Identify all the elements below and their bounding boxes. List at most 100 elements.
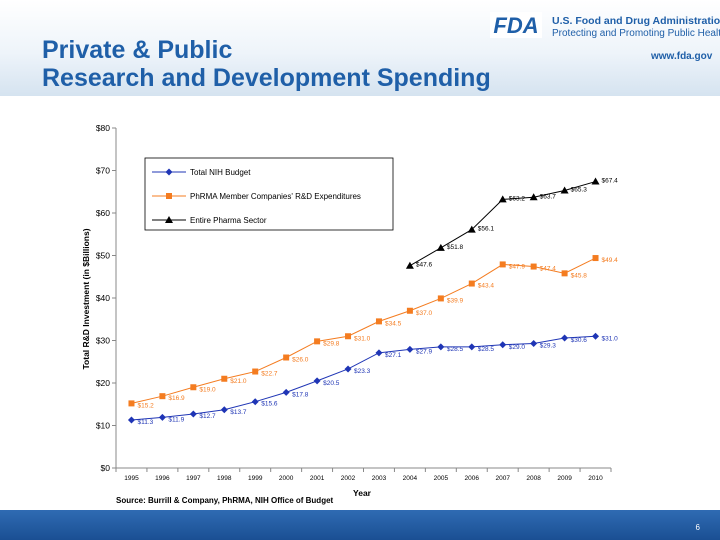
chart-axes: $0 $10 $20 $30 $40 $50 $60 $70 $80 1995 1996 1997 19… bbox=[96, 123, 612, 482]
data-point bbox=[591, 177, 600, 185]
y-tick-label: $80 bbox=[96, 123, 110, 133]
agency-url[interactable]: www.fda.gov bbox=[651, 51, 713, 62]
series-line bbox=[131, 335, 596, 421]
y-tick-label: $30 bbox=[96, 336, 110, 346]
legend-marker bbox=[165, 168, 173, 176]
source-note: Source: Burrill & Company, PhRMA, NIH Of… bbox=[116, 496, 334, 505]
series-group: $15.2 $16.9 $19.0 $21.0 $22.7 $26.0 $29.8 $31.0… bbox=[128, 255, 618, 409]
y-tick-label: $40 bbox=[96, 293, 110, 303]
data-point bbox=[437, 343, 445, 351]
data-label: $15.2 bbox=[137, 402, 154, 409]
data-point bbox=[190, 384, 197, 391]
x-tick-label: 2009 bbox=[557, 475, 572, 482]
data-point bbox=[375, 349, 383, 357]
fda-logo-text: FDA bbox=[493, 13, 538, 38]
x-tick-label: 2008 bbox=[526, 475, 541, 482]
x-tick-label: 2002 bbox=[341, 475, 356, 482]
y-tick-label: $60 bbox=[96, 208, 110, 218]
chart-series: $11.3 $11.9 $12.7 $13.7 $15.6 $17.8 $20.5 $23.3… bbox=[127, 177, 619, 426]
y-tick-label: $20 bbox=[96, 378, 110, 388]
series-line bbox=[131, 257, 596, 404]
slide-title: Private & Public Research and Developmen… bbox=[42, 36, 491, 92]
data-point bbox=[592, 255, 599, 262]
header-band bbox=[0, 0, 720, 96]
data-point bbox=[406, 307, 413, 314]
page-number: 6 bbox=[695, 523, 700, 532]
data-point bbox=[158, 413, 166, 421]
x-tick-label: 2005 bbox=[434, 475, 449, 482]
data-label: $37.0 bbox=[416, 310, 433, 317]
data-label: $29.0 bbox=[509, 344, 526, 351]
data-point bbox=[468, 343, 476, 351]
data-label: $47.4 bbox=[540, 266, 557, 273]
footer-band: 6 bbox=[0, 510, 720, 540]
y-axis-label: Total R&D Investment (in $Billions) bbox=[81, 228, 91, 369]
title-line-1: Private & Public bbox=[42, 36, 233, 64]
data-label: $28.5 bbox=[478, 346, 495, 353]
data-label: $63.7 bbox=[540, 193, 557, 200]
data-point bbox=[314, 338, 321, 345]
data-point bbox=[436, 243, 445, 251]
data-label: $16.9 bbox=[168, 395, 185, 402]
legend-label: PhRMA Member Companies' R&D Expenditures bbox=[190, 192, 361, 201]
data-label: $43.4 bbox=[478, 283, 495, 290]
data-label: $45.8 bbox=[571, 272, 588, 279]
x-tick-label: 1998 bbox=[217, 475, 232, 482]
x-tick-label: 1999 bbox=[248, 475, 263, 482]
data-label: $29.3 bbox=[540, 342, 557, 349]
data-label: $29.8 bbox=[323, 340, 340, 347]
data-label: $19.0 bbox=[199, 386, 216, 393]
x-tick-label: 2007 bbox=[495, 475, 510, 482]
data-label: $21.0 bbox=[230, 378, 247, 385]
data-point bbox=[499, 261, 506, 268]
series-group: $47.6 $51.8 $56.1 $63.2 $63.7 $65.3 $67.4 bbox=[405, 177, 619, 269]
data-point bbox=[159, 393, 166, 400]
agency-branding: FDA U.S. Food and Drug Administration Pr… bbox=[490, 10, 720, 70]
x-tick-label: 2010 bbox=[588, 475, 603, 482]
data-point bbox=[221, 375, 228, 382]
data-point bbox=[499, 341, 507, 349]
data-point bbox=[529, 193, 538, 201]
data-point bbox=[437, 295, 444, 302]
y-tick-label: $70 bbox=[96, 166, 110, 176]
x-tick-label: 2000 bbox=[279, 475, 294, 482]
data-label: $65.3 bbox=[571, 186, 588, 193]
data-point bbox=[560, 186, 569, 194]
x-tick-label: 2001 bbox=[310, 475, 325, 482]
data-point bbox=[561, 334, 569, 342]
data-point bbox=[498, 195, 507, 203]
fda-logo: FDA bbox=[490, 12, 542, 38]
legend-marker bbox=[165, 216, 173, 223]
data-label: $34.5 bbox=[385, 320, 402, 327]
x-tick-label: 1995 bbox=[124, 475, 139, 482]
data-point bbox=[406, 345, 414, 353]
data-label: $31.0 bbox=[602, 335, 619, 342]
data-label: $17.8 bbox=[292, 391, 309, 398]
agency-name: U.S. Food and Drug Administration bbox=[552, 15, 720, 27]
data-label: $28.5 bbox=[447, 346, 464, 353]
data-point bbox=[252, 368, 259, 375]
data-label: $47.6 bbox=[416, 262, 433, 269]
data-label: $11.9 bbox=[168, 416, 184, 423]
data-label: $23.3 bbox=[354, 368, 371, 375]
data-label: $63.2 bbox=[509, 195, 526, 202]
legend-label: Total NIH Budget bbox=[190, 168, 251, 177]
y-tick-label: $50 bbox=[96, 251, 110, 261]
data-label: $20.5 bbox=[323, 380, 340, 387]
data-label: $27.1 bbox=[385, 352, 402, 359]
data-point bbox=[127, 416, 135, 424]
data-label: $39.9 bbox=[447, 297, 464, 304]
data-point bbox=[405, 261, 414, 269]
data-label: $12.7 bbox=[199, 413, 216, 420]
series-group: $11.3 $11.9 $12.7 $13.7 $15.6 $17.8 $20.5 $23.3… bbox=[127, 332, 619, 426]
x-axis-label: Year bbox=[353, 488, 372, 498]
x-tick-label: 1997 bbox=[186, 475, 201, 482]
data-label: $30.6 bbox=[571, 337, 588, 344]
data-point bbox=[189, 410, 197, 418]
data-point bbox=[467, 225, 476, 233]
agency-tagline: Protecting and Promoting Public Health bbox=[552, 28, 720, 39]
data-label: $67.4 bbox=[602, 178, 619, 185]
y-tick-label: $10 bbox=[96, 421, 110, 431]
data-label: $22.7 bbox=[261, 371, 278, 378]
